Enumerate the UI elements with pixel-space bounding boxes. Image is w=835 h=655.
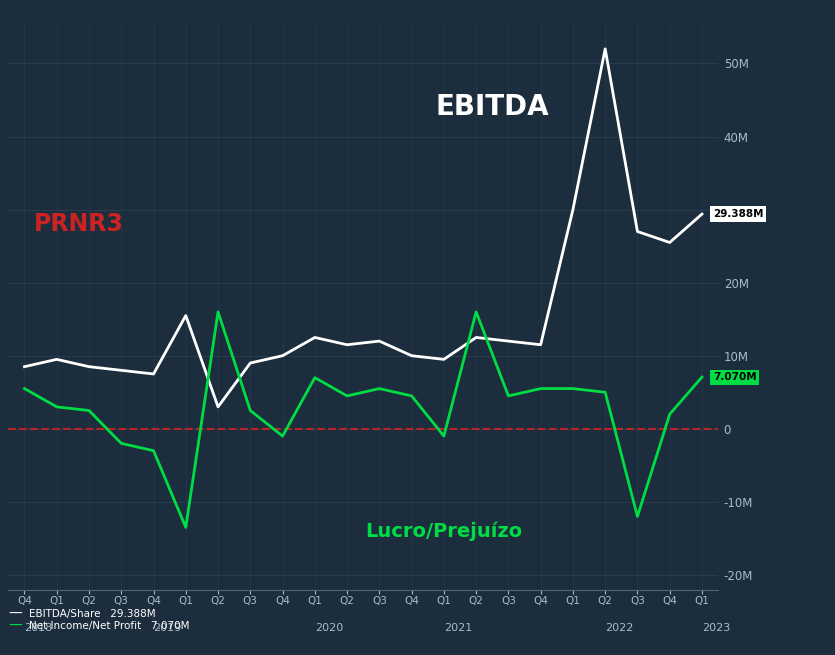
Text: Lucro/Prejuízo: Lucro/Prejuízo <box>366 521 523 541</box>
Text: 29.388M: 29.388M <box>713 209 763 219</box>
Text: 2021: 2021 <box>444 623 472 633</box>
Text: 2018: 2018 <box>24 623 53 633</box>
Text: 2019: 2019 <box>154 623 182 633</box>
Text: 2023: 2023 <box>702 623 731 633</box>
Text: EBITDA/Share   29.388M: EBITDA/Share 29.388M <box>29 608 156 619</box>
Text: 2020: 2020 <box>315 623 343 633</box>
Text: PRNR3: PRNR3 <box>34 212 124 236</box>
Text: 2022: 2022 <box>605 623 634 633</box>
Text: —: — <box>8 618 22 633</box>
Text: 7.070M: 7.070M <box>713 372 757 382</box>
Text: EBITDA: EBITDA <box>436 93 549 121</box>
Text: Net Income/Net Profit   7.070M: Net Income/Net Profit 7.070M <box>29 620 190 631</box>
Text: —: — <box>8 607 22 621</box>
